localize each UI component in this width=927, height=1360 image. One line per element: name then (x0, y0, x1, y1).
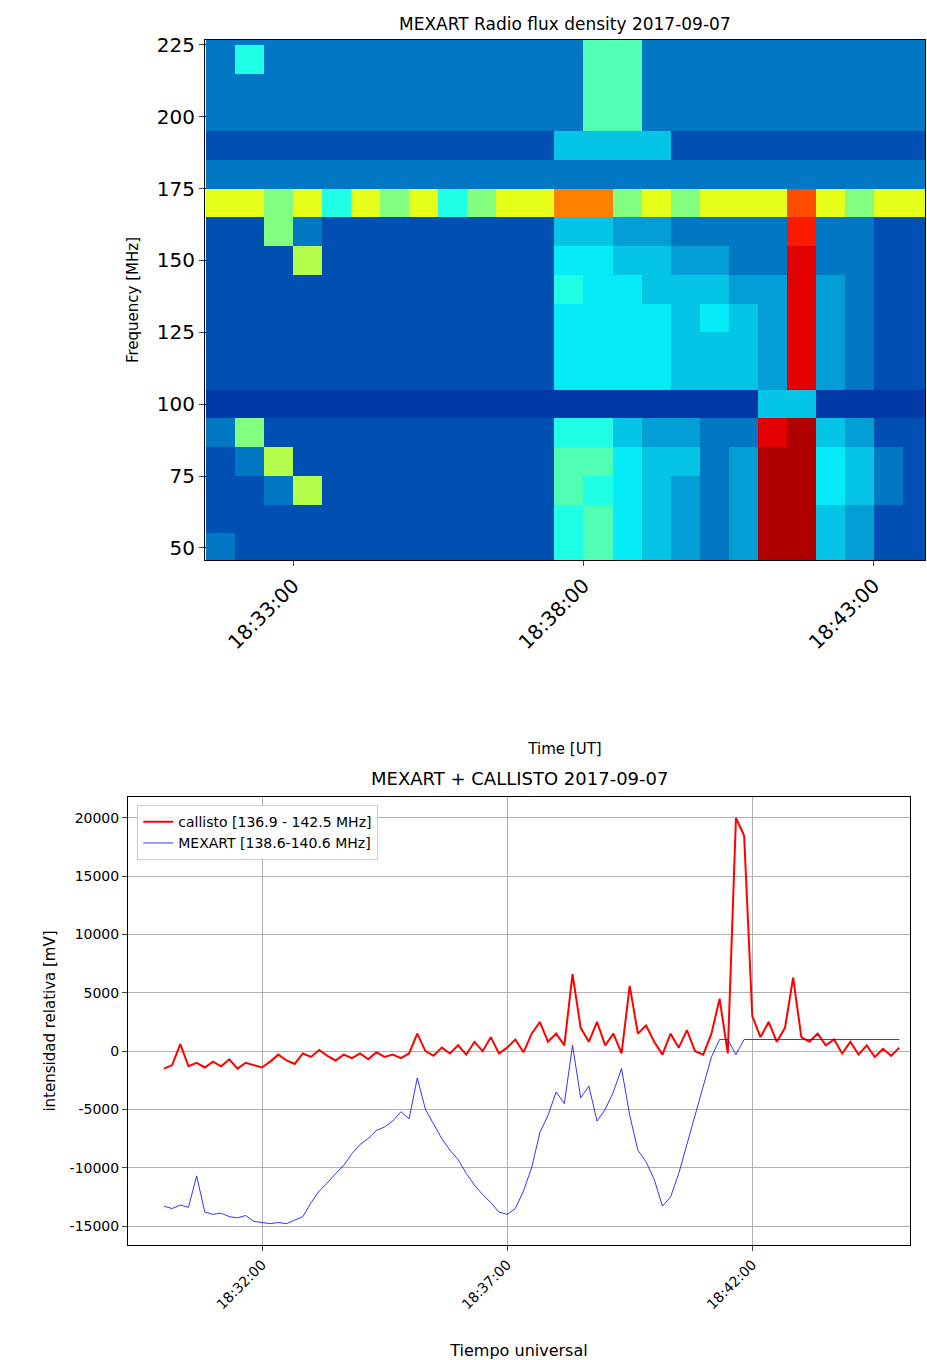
svg-text:18:32:00: 18:32:00 (213, 1257, 269, 1313)
svg-text:Time [UT]: Time [UT] (527, 740, 601, 758)
svg-text:MEXART [138.6-140.6 MHz]: MEXART [138.6-140.6 MHz] (178, 835, 370, 851)
svg-text:Tiempo universal: Tiempo universal (449, 1341, 587, 1360)
svg-text:MEXART + CALLISTO 2017-09-07: MEXART + CALLISTO 2017-09-07 (371, 768, 668, 789)
svg-text:MEXART Radio flux density 2017: MEXART Radio flux density 2017-09-07 (399, 14, 731, 34)
svg-text:18:37:00: 18:37:00 (458, 1257, 514, 1313)
svg-text:5000: 5000 (84, 985, 120, 1001)
svg-text:18:42:00: 18:42:00 (704, 1257, 760, 1313)
svg-text:-5000: -5000 (79, 1101, 120, 1117)
svg-text:50: 50 (170, 536, 195, 560)
svg-text:18:38:00: 18:38:00 (514, 574, 594, 654)
svg-text:15000: 15000 (75, 868, 120, 884)
svg-text:0: 0 (110, 1043, 119, 1059)
svg-text:10000: 10000 (75, 926, 120, 942)
svg-text:100: 100 (157, 392, 195, 416)
svg-text:18:43:00: 18:43:00 (804, 574, 884, 654)
svg-text:-10000: -10000 (70, 1160, 120, 1176)
svg-text:150: 150 (157, 248, 195, 272)
svg-text:intensidad relativa [mV]: intensidad relativa [mV] (41, 930, 59, 1111)
svg-text:callisto [136.9 - 142.5 MHz]: callisto [136.9 - 142.5 MHz] (178, 814, 371, 830)
svg-text:175: 175 (157, 177, 195, 201)
svg-text:18:33:00: 18:33:00 (223, 574, 303, 654)
svg-text:20000: 20000 (75, 810, 120, 826)
svg-text:225: 225 (157, 33, 195, 57)
svg-text:75: 75 (170, 464, 195, 488)
svg-text:125: 125 (157, 320, 195, 344)
svg-text:-15000: -15000 (70, 1218, 120, 1234)
svg-text:Frequency [MHz]: Frequency [MHz] (124, 237, 142, 363)
svg-text:200: 200 (157, 105, 195, 129)
